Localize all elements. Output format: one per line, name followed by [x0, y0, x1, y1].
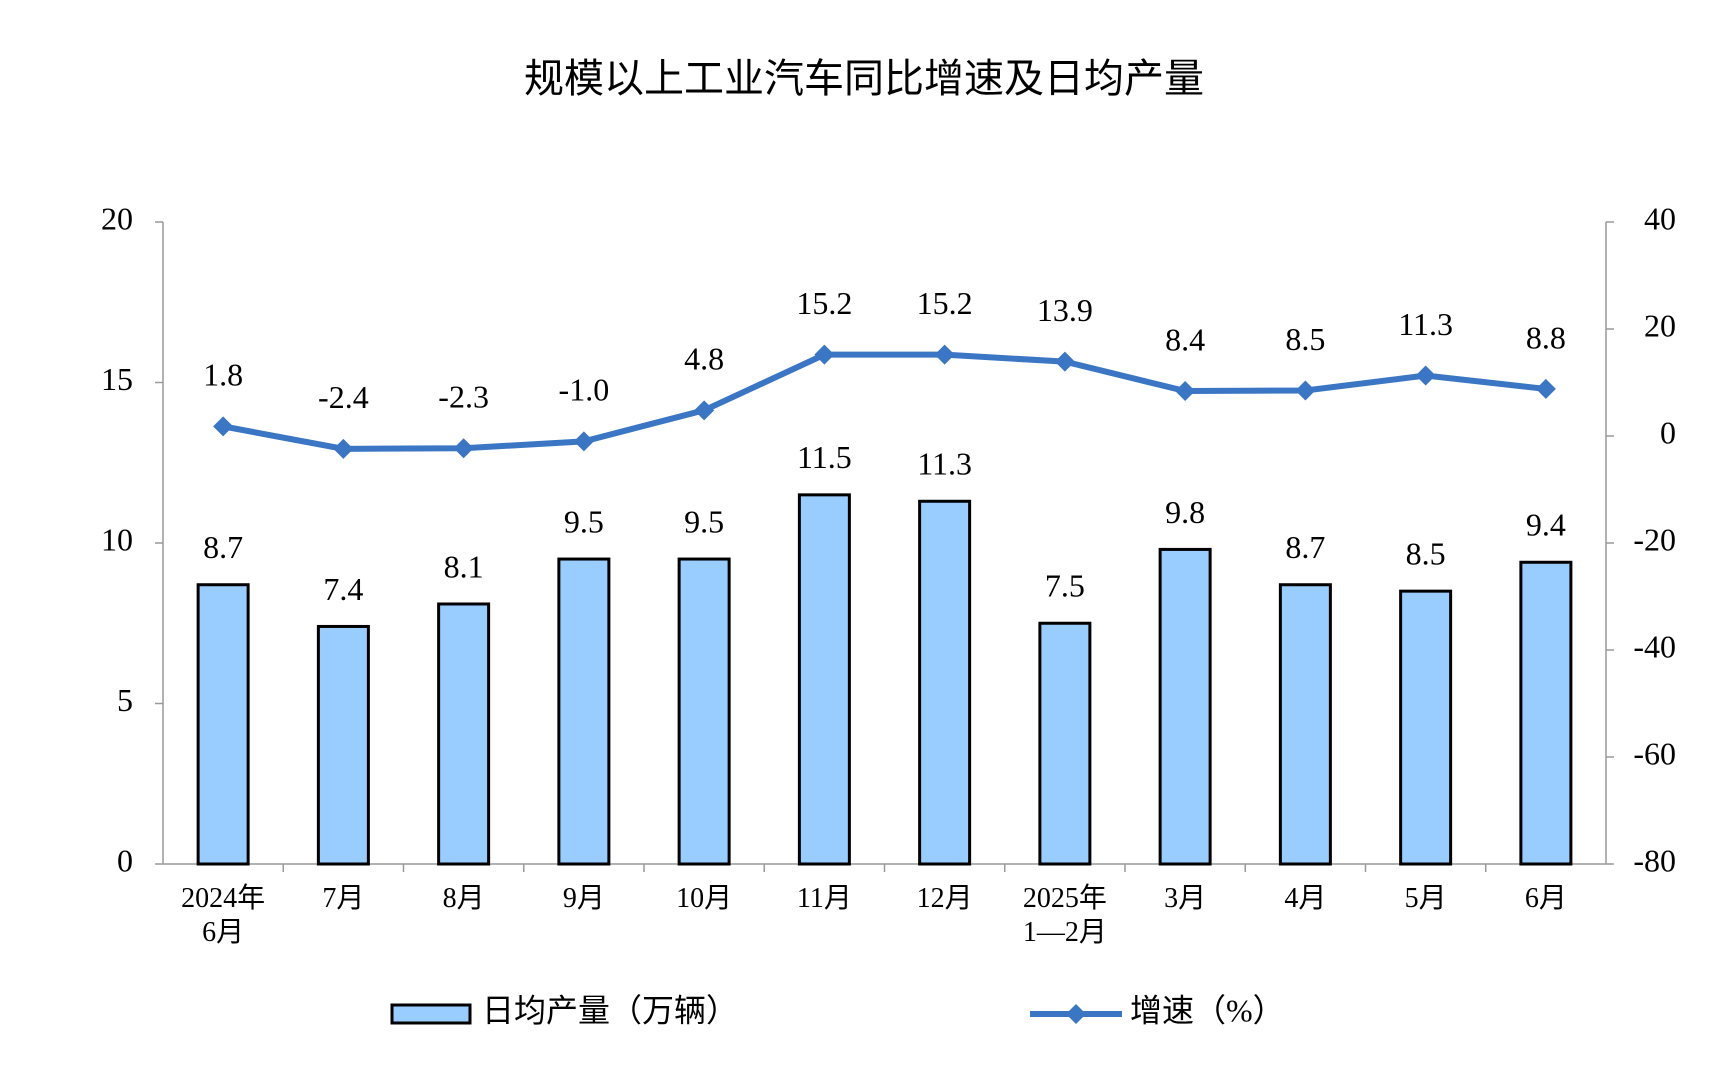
line-value-label: 8.5: [1285, 321, 1325, 357]
line-value-label: 8.8: [1526, 319, 1566, 355]
line-marker: [453, 438, 474, 459]
bar-value-label: 9.8: [1165, 494, 1205, 530]
y-tick-label: 15: [101, 361, 133, 397]
bar: [437, 602, 491, 866]
x-tick-label: 8月: [442, 883, 485, 914]
line-marker: [1054, 351, 1075, 372]
line-value-label: 4.8: [684, 341, 724, 377]
line-marker: [1175, 381, 1196, 402]
bar: [1158, 547, 1212, 866]
x-tick-label: 11月: [796, 883, 852, 914]
x-tick-label: 9月: [562, 883, 605, 914]
bar: [797, 493, 851, 866]
bar: [1038, 621, 1092, 866]
y2-tick-label: 0: [1660, 414, 1676, 450]
bar: [677, 557, 731, 866]
bar-value-label: 11.3: [917, 446, 972, 482]
x-tick-label: 4月: [1284, 883, 1327, 914]
y-tick-label: 5: [117, 682, 133, 718]
y2-tick-label: -60: [1633, 735, 1676, 771]
line-value-label: 8.4: [1165, 321, 1205, 357]
line-marker: [1295, 380, 1316, 401]
bar: [196, 583, 250, 866]
chart-title: 规模以上工业汽车同比增速及日均产量: [524, 56, 1204, 101]
line: [222, 351, 1547, 452]
x-tick-label: 12月: [916, 883, 973, 914]
x-tick-label: 10月: [676, 883, 733, 914]
x-tick-label: 2025年 1—2月: [1022, 883, 1107, 948]
legend-marker: [1066, 1004, 1086, 1024]
y-tick-label: 20: [101, 200, 133, 236]
bar-value-label: 9.5: [564, 503, 604, 539]
line-marker: [333, 438, 354, 459]
x-tick-label: 3月: [1164, 883, 1207, 914]
line-marker: [934, 344, 955, 365]
bar-value-label: 7.5: [1045, 568, 1085, 604]
y2-tick-label: 40: [1644, 200, 1676, 236]
line-value-label: 13.9: [1037, 292, 1093, 328]
line-value-label: -2.4: [318, 379, 369, 415]
bar-value-label: 9.5: [684, 503, 724, 539]
x-tick-label: 6月: [1524, 883, 1567, 914]
bar-value-label: 11.5: [797, 439, 852, 475]
line-value-label: -1.0: [559, 372, 610, 408]
bar-value-label: 8.7: [203, 529, 243, 565]
bar: [1278, 583, 1332, 866]
line-value-label: 11.3: [1398, 306, 1453, 342]
line-marker: [213, 416, 234, 437]
y-tick-label: 10: [101, 521, 133, 557]
bar-value-label: 9.4: [1526, 507, 1566, 543]
line-marker: [814, 344, 835, 365]
bar: [316, 624, 370, 866]
bar: [918, 499, 972, 866]
x-tick-label: 2024年 6月: [181, 883, 266, 948]
bar-value-label: 7.4: [323, 571, 363, 607]
line-value-label: 15.2: [796, 285, 852, 321]
y2-tick-label: -80: [1633, 842, 1676, 878]
bar-value-label: 8.1: [444, 548, 484, 584]
bar: [1399, 589, 1453, 866]
line-marker: [694, 400, 715, 421]
bar: [1519, 560, 1573, 866]
bar-value-label: 8.7: [1285, 529, 1325, 565]
y2-tick-label: -20: [1633, 521, 1676, 557]
legend-label: 日均产量（万辆）: [482, 992, 738, 1028]
line-marker: [1535, 378, 1556, 399]
line-value-label: -2.3: [438, 379, 489, 415]
bar-value-label: 8.5: [1406, 535, 1446, 571]
y2-tick-label: -40: [1633, 628, 1676, 664]
x-tick-label: 7月: [322, 883, 365, 914]
legend-swatch: [390, 1003, 472, 1025]
line-value-label: 1.8: [203, 357, 243, 393]
legend-label: 增速（%）: [1130, 992, 1285, 1028]
y2-tick-label: 20: [1644, 307, 1676, 343]
bar: [557, 557, 611, 866]
x-tick-label: 5月: [1404, 883, 1447, 914]
y-tick-label: 0: [117, 842, 133, 878]
line-marker: [1415, 365, 1436, 386]
line-marker: [573, 431, 594, 452]
line-value-label: 15.2: [917, 285, 973, 321]
